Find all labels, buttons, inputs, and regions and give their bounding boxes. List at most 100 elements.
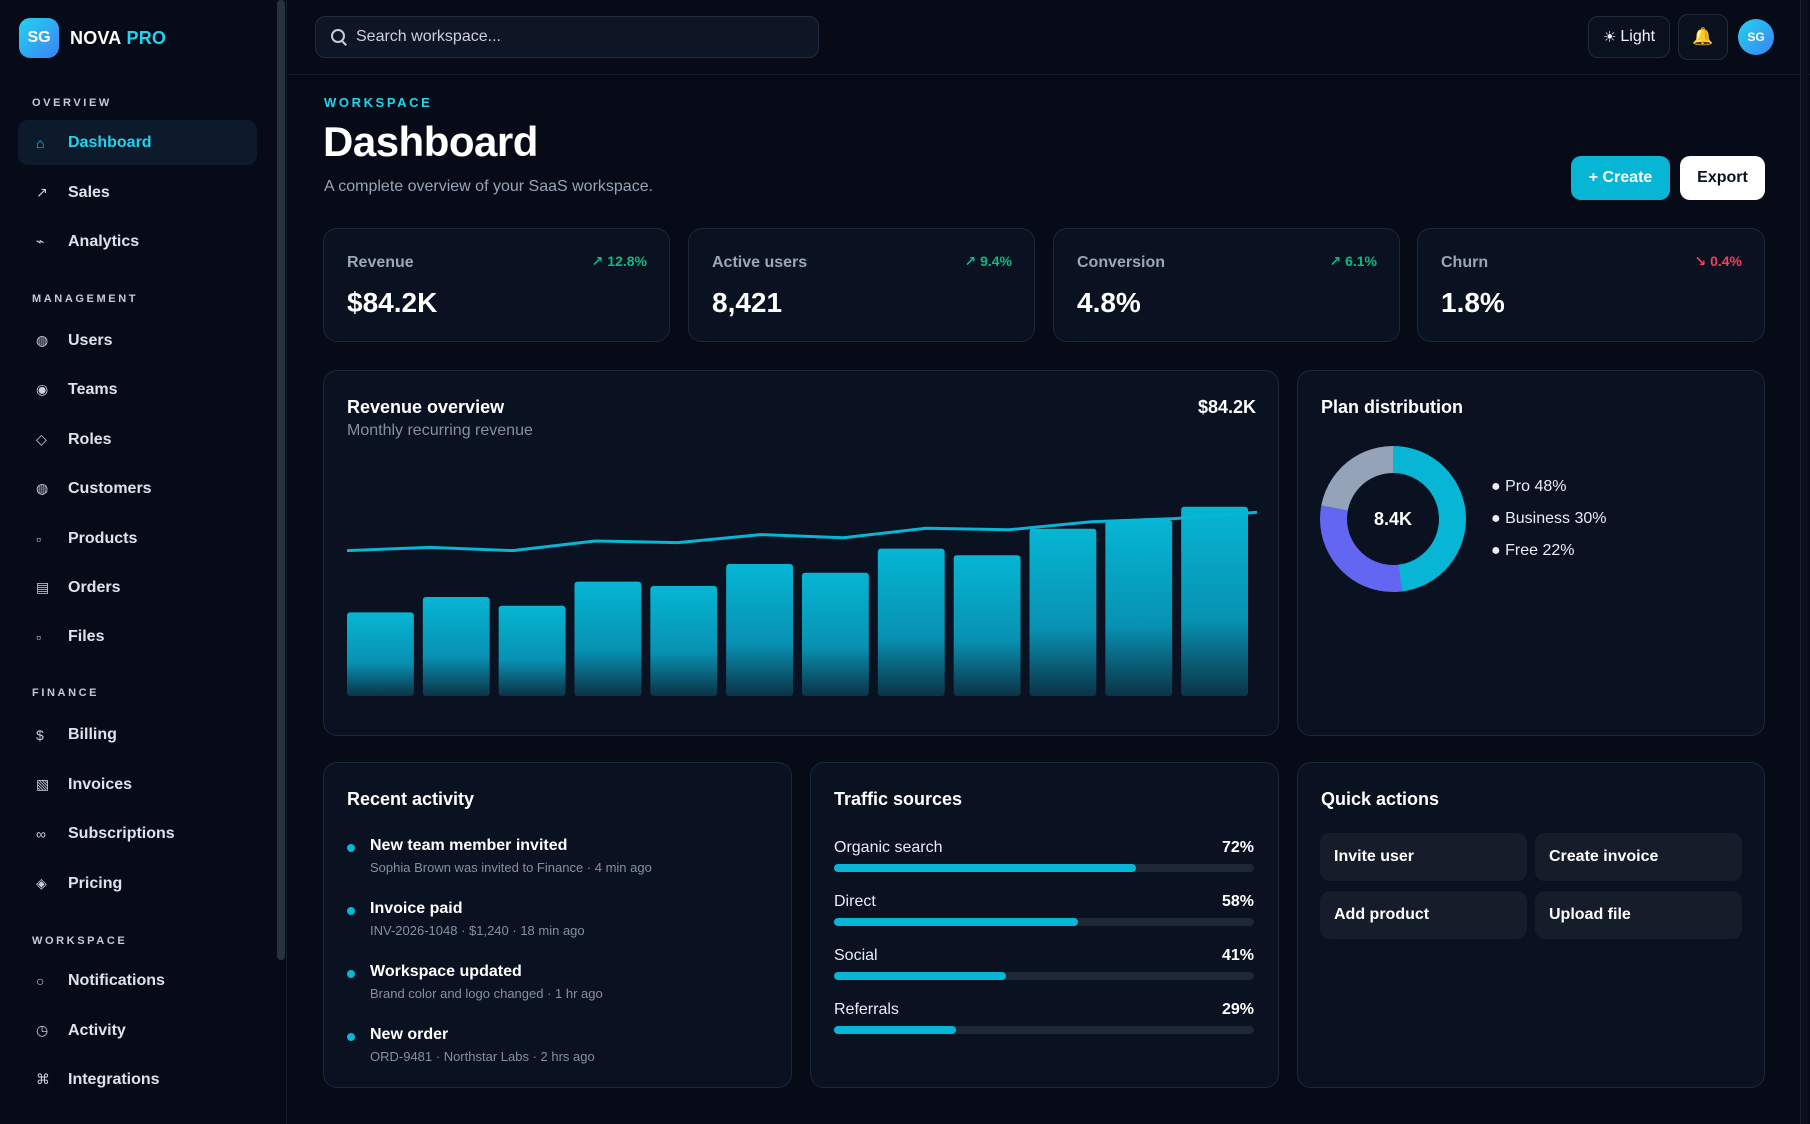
notifications-button[interactable]: 🔔 xyxy=(1678,14,1728,60)
revenue-bar xyxy=(347,612,414,696)
traffic-percent: 58% xyxy=(1221,893,1254,910)
revenue-bar xyxy=(574,581,642,696)
command-icon: ⌘ xyxy=(36,1071,50,1087)
card-title: Traffic sources xyxy=(834,789,963,809)
quick-actions-card: Quick actions Invite user Create invoice… xyxy=(1297,762,1765,1088)
export-button[interactable]: Export xyxy=(1680,156,1765,200)
sidebar-item-sales[interactable]: ↗ Sales xyxy=(18,170,257,215)
sidebar-item-label: Analytics xyxy=(68,232,140,250)
activity-meta: Brand color and logo changed · 1 hr ago xyxy=(370,986,603,1001)
activity-title: New team member invited xyxy=(370,837,568,854)
traffic-bar-fill xyxy=(834,1026,956,1034)
sidebar-item-invoices[interactable]: ▧ Invoices xyxy=(18,762,257,807)
traffic-bar-track xyxy=(834,972,1254,980)
traffic-percent: 72% xyxy=(1221,839,1254,856)
traffic-label: Referrals xyxy=(834,1001,899,1018)
traffic-bar-fill xyxy=(834,864,1137,872)
search-input[interactable] xyxy=(356,28,796,46)
sidebar-item-notifications[interactable]: ○ Notifications xyxy=(18,958,257,1003)
file-icon: ▫ xyxy=(36,628,41,645)
search-box[interactable] xyxy=(315,16,819,58)
traffic-row-organic: Organic search 72% xyxy=(834,839,1254,879)
activity-title: Workspace updated xyxy=(370,963,522,980)
invite-user-button[interactable]: Invite user xyxy=(1320,833,1527,881)
brand-name: NOVA PRO xyxy=(70,28,166,49)
sidebar-item-label: Customers xyxy=(68,479,152,497)
traffic-label: Organic search xyxy=(834,839,943,856)
sidebar-item-label: Subscriptions xyxy=(68,824,175,842)
search-icon xyxy=(330,28,348,46)
revenue-bar xyxy=(1105,520,1173,696)
upload-file-button[interactable]: Upload file xyxy=(1535,891,1742,939)
kpi-delta: ↗ 6.1% xyxy=(1329,253,1377,269)
sidebar-item-orders[interactable]: ▤ Orders xyxy=(18,565,257,610)
activity-dot-icon xyxy=(347,907,355,915)
sidebar-item-subscriptions[interactable]: ∞ Subscriptions xyxy=(18,811,257,856)
add-product-button[interactable]: Add product xyxy=(1320,891,1527,939)
kpi-card-churn: Churn ↘ 0.4% 1.8% xyxy=(1417,228,1765,342)
sidebar-item-customers[interactable]: ◍ Customers xyxy=(18,466,257,511)
traffic-sources-card: Traffic sources Organic search 72% Direc… xyxy=(810,762,1279,1088)
activity-dot-icon xyxy=(347,1033,355,1041)
sidebar-item-label: Roles xyxy=(68,430,112,448)
sidebar-section-overview: OVERVIEW xyxy=(32,97,112,109)
revenue-chart xyxy=(346,506,1258,696)
sidebar-item-roles[interactable]: ◇ Roles xyxy=(18,417,257,462)
revenue-bar xyxy=(1029,528,1097,696)
traffic-bar-track xyxy=(834,918,1254,926)
sidebar-item-files[interactable]: ▫ Files xyxy=(18,614,257,659)
sidebar-item-dashboard[interactable]: ⌂ Dashboard xyxy=(18,120,257,165)
sidebar-item-analytics[interactable]: ⌁ Analytics xyxy=(18,219,257,264)
create-invoice-button[interactable]: Create invoice xyxy=(1535,833,1742,881)
sidebar-item-label: Notifications xyxy=(68,971,165,989)
sidebar-item-label: Products xyxy=(68,529,138,547)
card-title: Revenue overview xyxy=(347,397,505,417)
kpi-card-conversion: Conversion ↗ 6.1% 4.8% xyxy=(1053,228,1400,342)
theme-toggle-button[interactable]: ☀ Light xyxy=(1588,16,1670,58)
card-title: Plan distribution xyxy=(1321,397,1463,417)
kpi-value: 8,421 xyxy=(712,287,783,318)
sidebar-section-workspace: WORKSPACE xyxy=(32,935,128,947)
traffic-row-social: Social 41% xyxy=(834,947,1254,987)
infinity-icon: ∞ xyxy=(36,825,46,842)
sidebar-item-label: Users xyxy=(68,331,113,349)
sidebar-section-finance: FINANCE xyxy=(32,687,100,699)
brand[interactable]: SG NOVA PRO xyxy=(19,18,166,58)
plan-legend: ● Pro 48% ● Business 30% ● Free 22% xyxy=(1491,478,1607,574)
card-title: Quick actions xyxy=(1321,789,1440,809)
main-scrollbar[interactable] xyxy=(1800,0,1808,1124)
revenue-trend-line xyxy=(346,510,1258,553)
pulse-icon: ⌁ xyxy=(36,233,45,249)
orders-icon: ▤ xyxy=(36,579,50,595)
sidebar-scrollbar[interactable] xyxy=(277,0,285,960)
top-bar: ☀ Light 🔔 SG xyxy=(288,0,1810,75)
kpi-value: $84.2K xyxy=(347,287,438,318)
sidebar-item-billing[interactable]: $ Billing xyxy=(18,712,257,757)
plan-distribution-card: Plan distribution 8.4K ● Pro 48% ● Busin… xyxy=(1297,370,1765,736)
sidebar-item-teams[interactable]: ◉ Teams xyxy=(18,367,257,412)
teams-icon: ◉ xyxy=(36,381,49,397)
revenue-overview-card: Revenue overview Monthly recurring reven… xyxy=(323,370,1279,736)
sidebar-item-products[interactable]: ▫ Products xyxy=(18,516,257,561)
sidebar-item-pricing[interactable]: ◈ Pricing xyxy=(18,861,257,906)
sidebar-item-label: Sales xyxy=(68,183,110,201)
legend-item-business: ● Business 30% xyxy=(1491,510,1607,527)
page-subtitle: A complete overview of your SaaS workspa… xyxy=(324,178,654,195)
traffic-percent: 29% xyxy=(1221,1001,1254,1018)
page-title: Dashboard xyxy=(323,118,538,165)
traffic-row-referrals: Referrals 29% xyxy=(834,1001,1254,1041)
sidebar-item-activity[interactable]: ◷ Activity xyxy=(18,1008,257,1053)
kpi-label: Conversion xyxy=(1077,254,1166,271)
card-title: Recent activity xyxy=(347,789,475,809)
revenue-bar xyxy=(726,564,793,696)
theme-toggle-label: Light xyxy=(1620,28,1656,45)
dollar-icon: $ xyxy=(36,726,44,743)
create-button[interactable]: + Create xyxy=(1571,156,1670,200)
sidebar-item-integrations[interactable]: ⌘ Integrations xyxy=(18,1057,257,1102)
avatar[interactable]: SG xyxy=(1738,19,1774,55)
kpi-card-active-users: Active users ↗ 9.4% 8,421 xyxy=(688,228,1035,342)
traffic-bar-fill xyxy=(834,918,1078,926)
sidebar-item-users[interactable]: ◍ Users xyxy=(18,318,257,363)
sidebar-item-label: Pricing xyxy=(68,874,123,892)
traffic-label: Direct xyxy=(834,893,876,910)
